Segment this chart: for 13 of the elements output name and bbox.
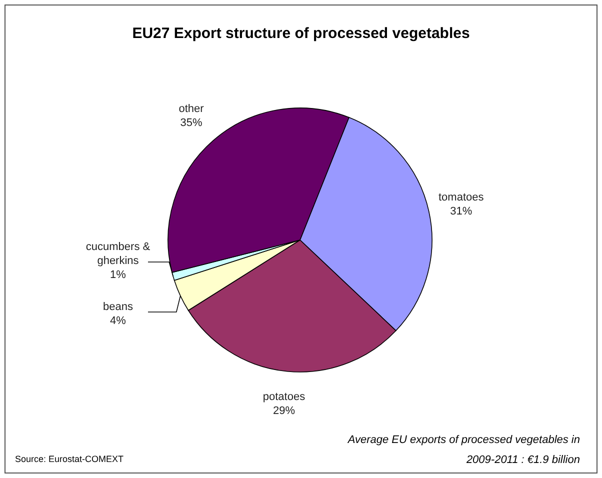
data-label: 29%: [272, 405, 296, 418]
slice-label: other: [178, 102, 204, 115]
data-label: 1%: [110, 269, 126, 281]
slice-label: tomatoes: [438, 191, 484, 204]
chart-title: EU27 Export structure of processed vegetables: [132, 25, 470, 42]
legend-label: beans: [103, 301, 134, 313]
data-label: 4%: [110, 315, 126, 327]
data-label: 31%: [450, 205, 472, 218]
slice-label: potatoes: [262, 391, 306, 404]
slice-label: cucumbers & gherkins: [86, 241, 151, 267]
source-note: Source: Eurostat-COMEXT: [15, 454, 124, 464]
data-label: 35%: [180, 116, 202, 129]
text: Average EU exports of processed vegetables in 2009-2011 : €1.9 billion: [346, 434, 580, 466]
